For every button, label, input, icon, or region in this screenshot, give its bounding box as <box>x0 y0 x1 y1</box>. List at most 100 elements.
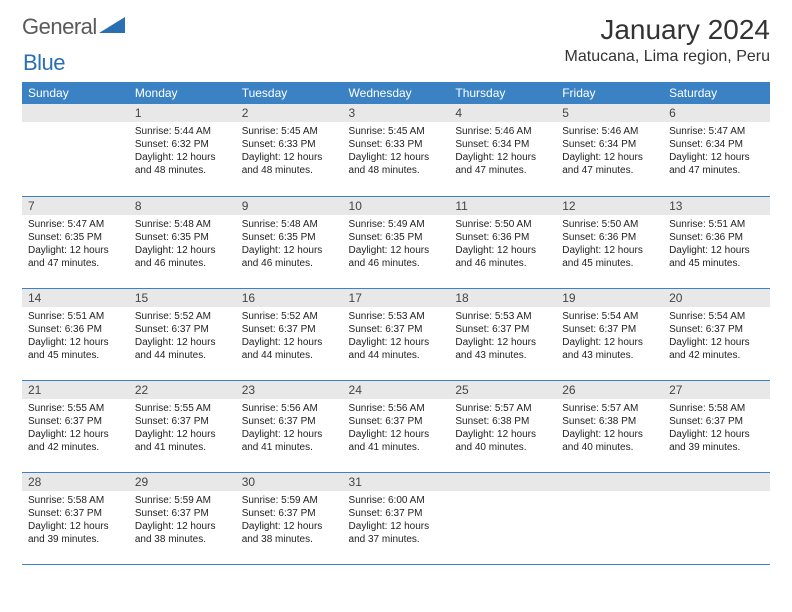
calendar-day-cell: 28Sunrise: 5:58 AMSunset: 6:37 PMDayligh… <box>22 472 129 564</box>
day-number: 11 <box>449 197 556 215</box>
calendar-day-cell: 30Sunrise: 5:59 AMSunset: 6:37 PMDayligh… <box>236 472 343 564</box>
calendar-day-cell: 21Sunrise: 5:55 AMSunset: 6:37 PMDayligh… <box>22 380 129 472</box>
calendar-empty-cell <box>663 472 770 564</box>
calendar-day-cell: 8Sunrise: 5:48 AMSunset: 6:35 PMDaylight… <box>129 196 236 288</box>
day-number: 27 <box>663 381 770 399</box>
day-number: 29 <box>129 473 236 491</box>
calendar-day-cell: 20Sunrise: 5:54 AMSunset: 6:37 PMDayligh… <box>663 288 770 380</box>
day-details: Sunrise: 5:58 AMSunset: 6:37 PMDaylight:… <box>663 399 770 458</box>
day-details: Sunrise: 5:46 AMSunset: 6:34 PMDaylight:… <box>449 122 556 181</box>
calendar-week-row: 7Sunrise: 5:47 AMSunset: 6:35 PMDaylight… <box>22 196 770 288</box>
day-details: Sunrise: 5:47 AMSunset: 6:34 PMDaylight:… <box>663 122 770 181</box>
day-number: 1 <box>129 104 236 122</box>
calendar-day-cell: 6Sunrise: 5:47 AMSunset: 6:34 PMDaylight… <box>663 104 770 196</box>
day-number: 25 <box>449 381 556 399</box>
calendar-day-cell: 19Sunrise: 5:54 AMSunset: 6:37 PMDayligh… <box>556 288 663 380</box>
calendar-week-row: 28Sunrise: 5:58 AMSunset: 6:37 PMDayligh… <box>22 472 770 564</box>
calendar-day-cell: 26Sunrise: 5:57 AMSunset: 6:38 PMDayligh… <box>556 380 663 472</box>
calendar-day-cell: 1Sunrise: 5:44 AMSunset: 6:32 PMDaylight… <box>129 104 236 196</box>
day-details: Sunrise: 5:50 AMSunset: 6:36 PMDaylight:… <box>449 215 556 274</box>
day-details: Sunrise: 5:48 AMSunset: 6:35 PMDaylight:… <box>236 215 343 274</box>
calendar-day-cell: 29Sunrise: 5:59 AMSunset: 6:37 PMDayligh… <box>129 472 236 564</box>
day-number: 12 <box>556 197 663 215</box>
calendar-table: SundayMondayTuesdayWednesdayThursdayFrid… <box>22 82 770 565</box>
calendar-day-cell: 15Sunrise: 5:52 AMSunset: 6:37 PMDayligh… <box>129 288 236 380</box>
calendar-day-cell: 13Sunrise: 5:51 AMSunset: 6:36 PMDayligh… <box>663 196 770 288</box>
day-number: 18 <box>449 289 556 307</box>
day-number: 24 <box>343 381 450 399</box>
day-number: 14 <box>22 289 129 307</box>
calendar-day-cell: 7Sunrise: 5:47 AMSunset: 6:35 PMDaylight… <box>22 196 129 288</box>
calendar-week-row: 21Sunrise: 5:55 AMSunset: 6:37 PMDayligh… <box>22 380 770 472</box>
day-number: 19 <box>556 289 663 307</box>
day-details: Sunrise: 5:59 AMSunset: 6:37 PMDaylight:… <box>129 491 236 550</box>
day-details: Sunrise: 5:57 AMSunset: 6:38 PMDaylight:… <box>449 399 556 458</box>
day-number: 17 <box>343 289 450 307</box>
calendar-day-cell: 17Sunrise: 5:53 AMSunset: 6:37 PMDayligh… <box>343 288 450 380</box>
day-number: 15 <box>129 289 236 307</box>
calendar-day-cell: 14Sunrise: 5:51 AMSunset: 6:36 PMDayligh… <box>22 288 129 380</box>
empty-day-head <box>663 473 770 491</box>
day-details: Sunrise: 5:46 AMSunset: 6:34 PMDaylight:… <box>556 122 663 181</box>
empty-day-head <box>22 104 129 122</box>
day-number: 21 <box>22 381 129 399</box>
weekday-header: Wednesday <box>343 82 450 104</box>
day-details: Sunrise: 5:54 AMSunset: 6:37 PMDaylight:… <box>663 307 770 366</box>
day-number: 6 <box>663 104 770 122</box>
day-number: 30 <box>236 473 343 491</box>
location: Matucana, Lima region, Peru <box>565 48 770 66</box>
day-number: 4 <box>449 104 556 122</box>
calendar-day-cell: 27Sunrise: 5:58 AMSunset: 6:37 PMDayligh… <box>663 380 770 472</box>
calendar-day-cell: 5Sunrise: 5:46 AMSunset: 6:34 PMDaylight… <box>556 104 663 196</box>
day-number: 2 <box>236 104 343 122</box>
day-details: Sunrise: 5:53 AMSunset: 6:37 PMDaylight:… <box>449 307 556 366</box>
day-number: 5 <box>556 104 663 122</box>
weekday-header: Saturday <box>663 82 770 104</box>
day-number: 10 <box>343 197 450 215</box>
calendar-empty-cell <box>22 104 129 196</box>
day-number: 13 <box>663 197 770 215</box>
calendar-day-cell: 31Sunrise: 6:00 AMSunset: 6:37 PMDayligh… <box>343 472 450 564</box>
empty-day-head <box>556 473 663 491</box>
day-number: 9 <box>236 197 343 215</box>
day-details: Sunrise: 5:45 AMSunset: 6:33 PMDaylight:… <box>236 122 343 181</box>
day-details: Sunrise: 5:55 AMSunset: 6:37 PMDaylight:… <box>129 399 236 458</box>
weekday-header: Friday <box>556 82 663 104</box>
day-details: Sunrise: 5:58 AMSunset: 6:37 PMDaylight:… <box>22 491 129 550</box>
day-number: 8 <box>129 197 236 215</box>
day-details: Sunrise: 5:56 AMSunset: 6:37 PMDaylight:… <box>236 399 343 458</box>
calendar-day-cell: 2Sunrise: 5:45 AMSunset: 6:33 PMDaylight… <box>236 104 343 196</box>
title-block: January 2024 Matucana, Lima region, Peru <box>565 14 770 66</box>
logo-triangle-icon <box>99 15 125 40</box>
calendar-day-cell: 4Sunrise: 5:46 AMSunset: 6:34 PMDaylight… <box>449 104 556 196</box>
month-title: January 2024 <box>565 14 770 46</box>
day-details: Sunrise: 5:52 AMSunset: 6:37 PMDaylight:… <box>236 307 343 366</box>
day-details: Sunrise: 5:55 AMSunset: 6:37 PMDaylight:… <box>22 399 129 458</box>
calendar-week-row: 14Sunrise: 5:51 AMSunset: 6:36 PMDayligh… <box>22 288 770 380</box>
day-number: 16 <box>236 289 343 307</box>
day-number: 20 <box>663 289 770 307</box>
calendar-empty-cell <box>556 472 663 564</box>
empty-day-head <box>449 473 556 491</box>
day-details: Sunrise: 5:49 AMSunset: 6:35 PMDaylight:… <box>343 215 450 274</box>
calendar-day-cell: 11Sunrise: 5:50 AMSunset: 6:36 PMDayligh… <box>449 196 556 288</box>
logo-word1: General <box>22 14 97 40</box>
day-number: 31 <box>343 473 450 491</box>
day-number: 3 <box>343 104 450 122</box>
calendar-day-cell: 18Sunrise: 5:53 AMSunset: 6:37 PMDayligh… <box>449 288 556 380</box>
calendar-day-cell: 3Sunrise: 5:45 AMSunset: 6:33 PMDaylight… <box>343 104 450 196</box>
day-details: Sunrise: 5:51 AMSunset: 6:36 PMDaylight:… <box>663 215 770 274</box>
day-details: Sunrise: 5:54 AMSunset: 6:37 PMDaylight:… <box>556 307 663 366</box>
calendar-day-cell: 25Sunrise: 5:57 AMSunset: 6:38 PMDayligh… <box>449 380 556 472</box>
day-details: Sunrise: 5:56 AMSunset: 6:37 PMDaylight:… <box>343 399 450 458</box>
day-details: Sunrise: 5:53 AMSunset: 6:37 PMDaylight:… <box>343 307 450 366</box>
day-details: Sunrise: 5:48 AMSunset: 6:35 PMDaylight:… <box>129 215 236 274</box>
day-details: Sunrise: 5:47 AMSunset: 6:35 PMDaylight:… <box>22 215 129 274</box>
day-details: Sunrise: 5:44 AMSunset: 6:32 PMDaylight:… <box>129 122 236 181</box>
day-details: Sunrise: 6:00 AMSunset: 6:37 PMDaylight:… <box>343 491 450 550</box>
weekday-header: Thursday <box>449 82 556 104</box>
day-number: 26 <box>556 381 663 399</box>
day-details: Sunrise: 5:59 AMSunset: 6:37 PMDaylight:… <box>236 491 343 550</box>
day-number: 22 <box>129 381 236 399</box>
weekday-header: Monday <box>129 82 236 104</box>
